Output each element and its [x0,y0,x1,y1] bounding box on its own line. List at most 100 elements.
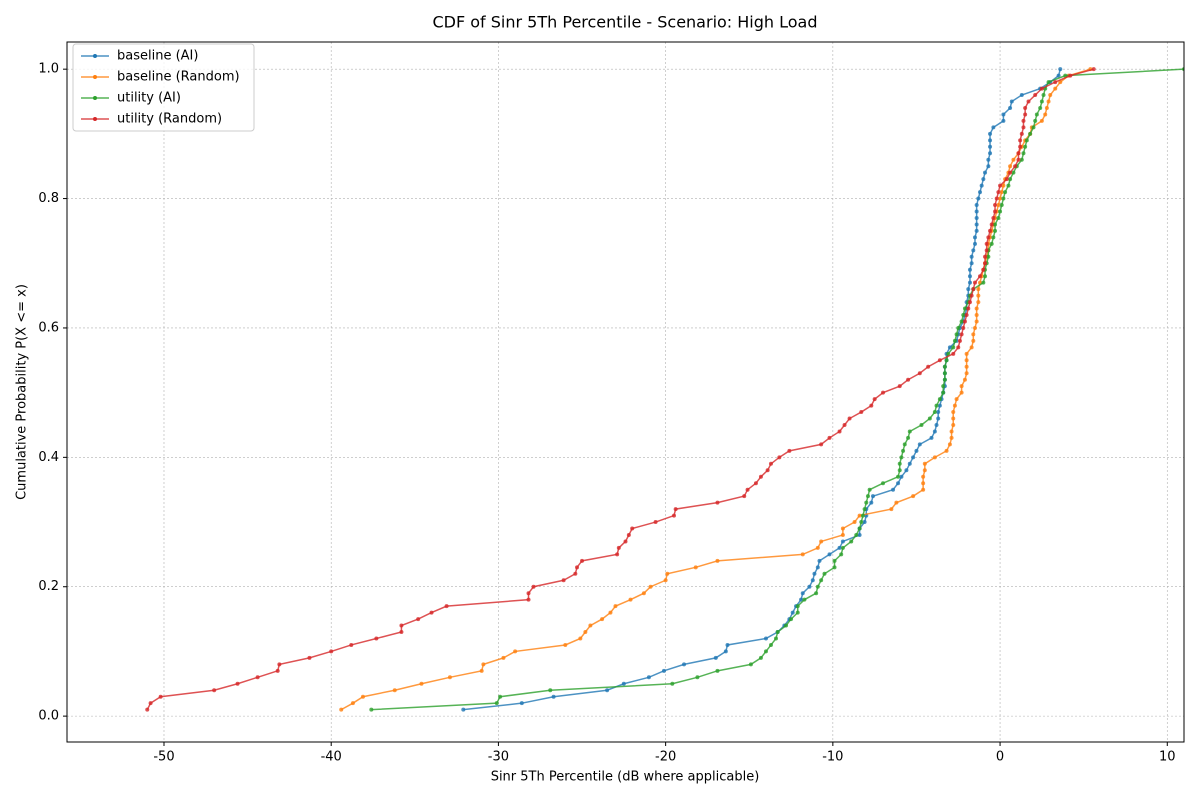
data-point [983,274,988,279]
data-point [1019,131,1024,136]
data-point [723,649,728,654]
data-point [959,319,964,324]
data-point [628,597,633,602]
data-point [481,662,486,667]
data-point [526,597,531,602]
data-point [981,177,986,182]
data-point [906,377,911,382]
data-point [1039,99,1044,104]
data-point [969,254,974,259]
data-point [974,228,979,233]
data-point [932,429,937,434]
data-point [904,468,909,473]
data-point [999,190,1004,195]
data-point [349,642,354,647]
data-point [663,578,668,583]
data-point [822,571,827,576]
data-point [670,681,675,686]
data-point [742,494,747,499]
data-point [988,151,993,156]
data-point [814,591,819,596]
data-point [392,688,397,693]
data-point [626,532,631,537]
data-point [839,552,844,557]
data-point [921,487,926,492]
data-point [1024,138,1029,143]
grid [67,42,1184,742]
plot-lines [145,67,1184,712]
data-point [799,597,804,602]
y-tick-label: 0.6 [38,320,59,335]
data-point [840,545,845,550]
data-point [795,604,800,609]
data-point [852,520,857,525]
data-point [862,507,867,512]
data-point [862,520,867,525]
data-point [1048,93,1053,98]
data-point [971,332,976,337]
data-point [613,604,618,609]
data-point [941,384,946,389]
data-point [745,487,750,492]
data-point [972,280,977,285]
data-point [682,662,687,667]
legend-label: baseline (AI) [117,49,198,64]
data-point [921,474,926,479]
data-point [974,222,979,227]
data-point [957,338,962,343]
data-point [993,209,998,214]
data-point [974,209,979,214]
data-point [967,280,972,285]
data-point [949,429,954,434]
data-point [901,448,906,453]
data-point [671,513,676,518]
y-tick-label: 1.0 [38,62,59,77]
data-point [896,481,901,486]
data-point [996,190,1001,195]
data-point [307,655,312,660]
data-point [864,500,869,505]
data-point [578,636,583,641]
data-point [966,287,971,292]
data-point [964,358,969,363]
data-point [212,688,217,693]
data-point [1003,190,1008,195]
data-point [819,442,824,447]
series-line [371,68,1184,711]
data-point [790,610,795,615]
data-point [989,222,994,227]
chart-title: CDF of Sinr 5Th Percentile - Scenario: H… [432,13,817,32]
data-point [991,125,996,130]
data-point [513,649,518,654]
data-point [907,461,912,466]
data-point [573,571,578,576]
x-tick-label: -30 [488,750,509,765]
data-point [235,681,240,686]
data-point [859,410,864,415]
data-point [899,474,904,479]
data-point [857,526,862,531]
data-point [932,410,937,415]
data-point [444,604,449,609]
data-point [859,520,864,525]
data-point [959,332,964,337]
data-point [956,325,961,330]
data-point [498,694,503,699]
data-point [768,642,773,647]
data-point [891,487,896,492]
data-point [919,422,924,427]
data-point [993,228,998,233]
data-point [1041,93,1046,98]
data-point [605,688,610,693]
data-point [988,131,993,136]
data-point [641,591,646,596]
data-point [1001,183,1006,188]
data-point [763,649,768,654]
data-point [1038,105,1043,110]
data-point [795,610,800,615]
data-point [1018,138,1023,143]
data-point [713,655,718,660]
data-point [967,300,972,305]
data-point [832,558,837,563]
